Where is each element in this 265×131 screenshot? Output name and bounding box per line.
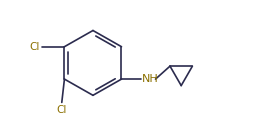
Text: Cl: Cl: [57, 105, 67, 115]
Text: Cl: Cl: [29, 42, 40, 52]
Text: NH: NH: [142, 74, 158, 84]
